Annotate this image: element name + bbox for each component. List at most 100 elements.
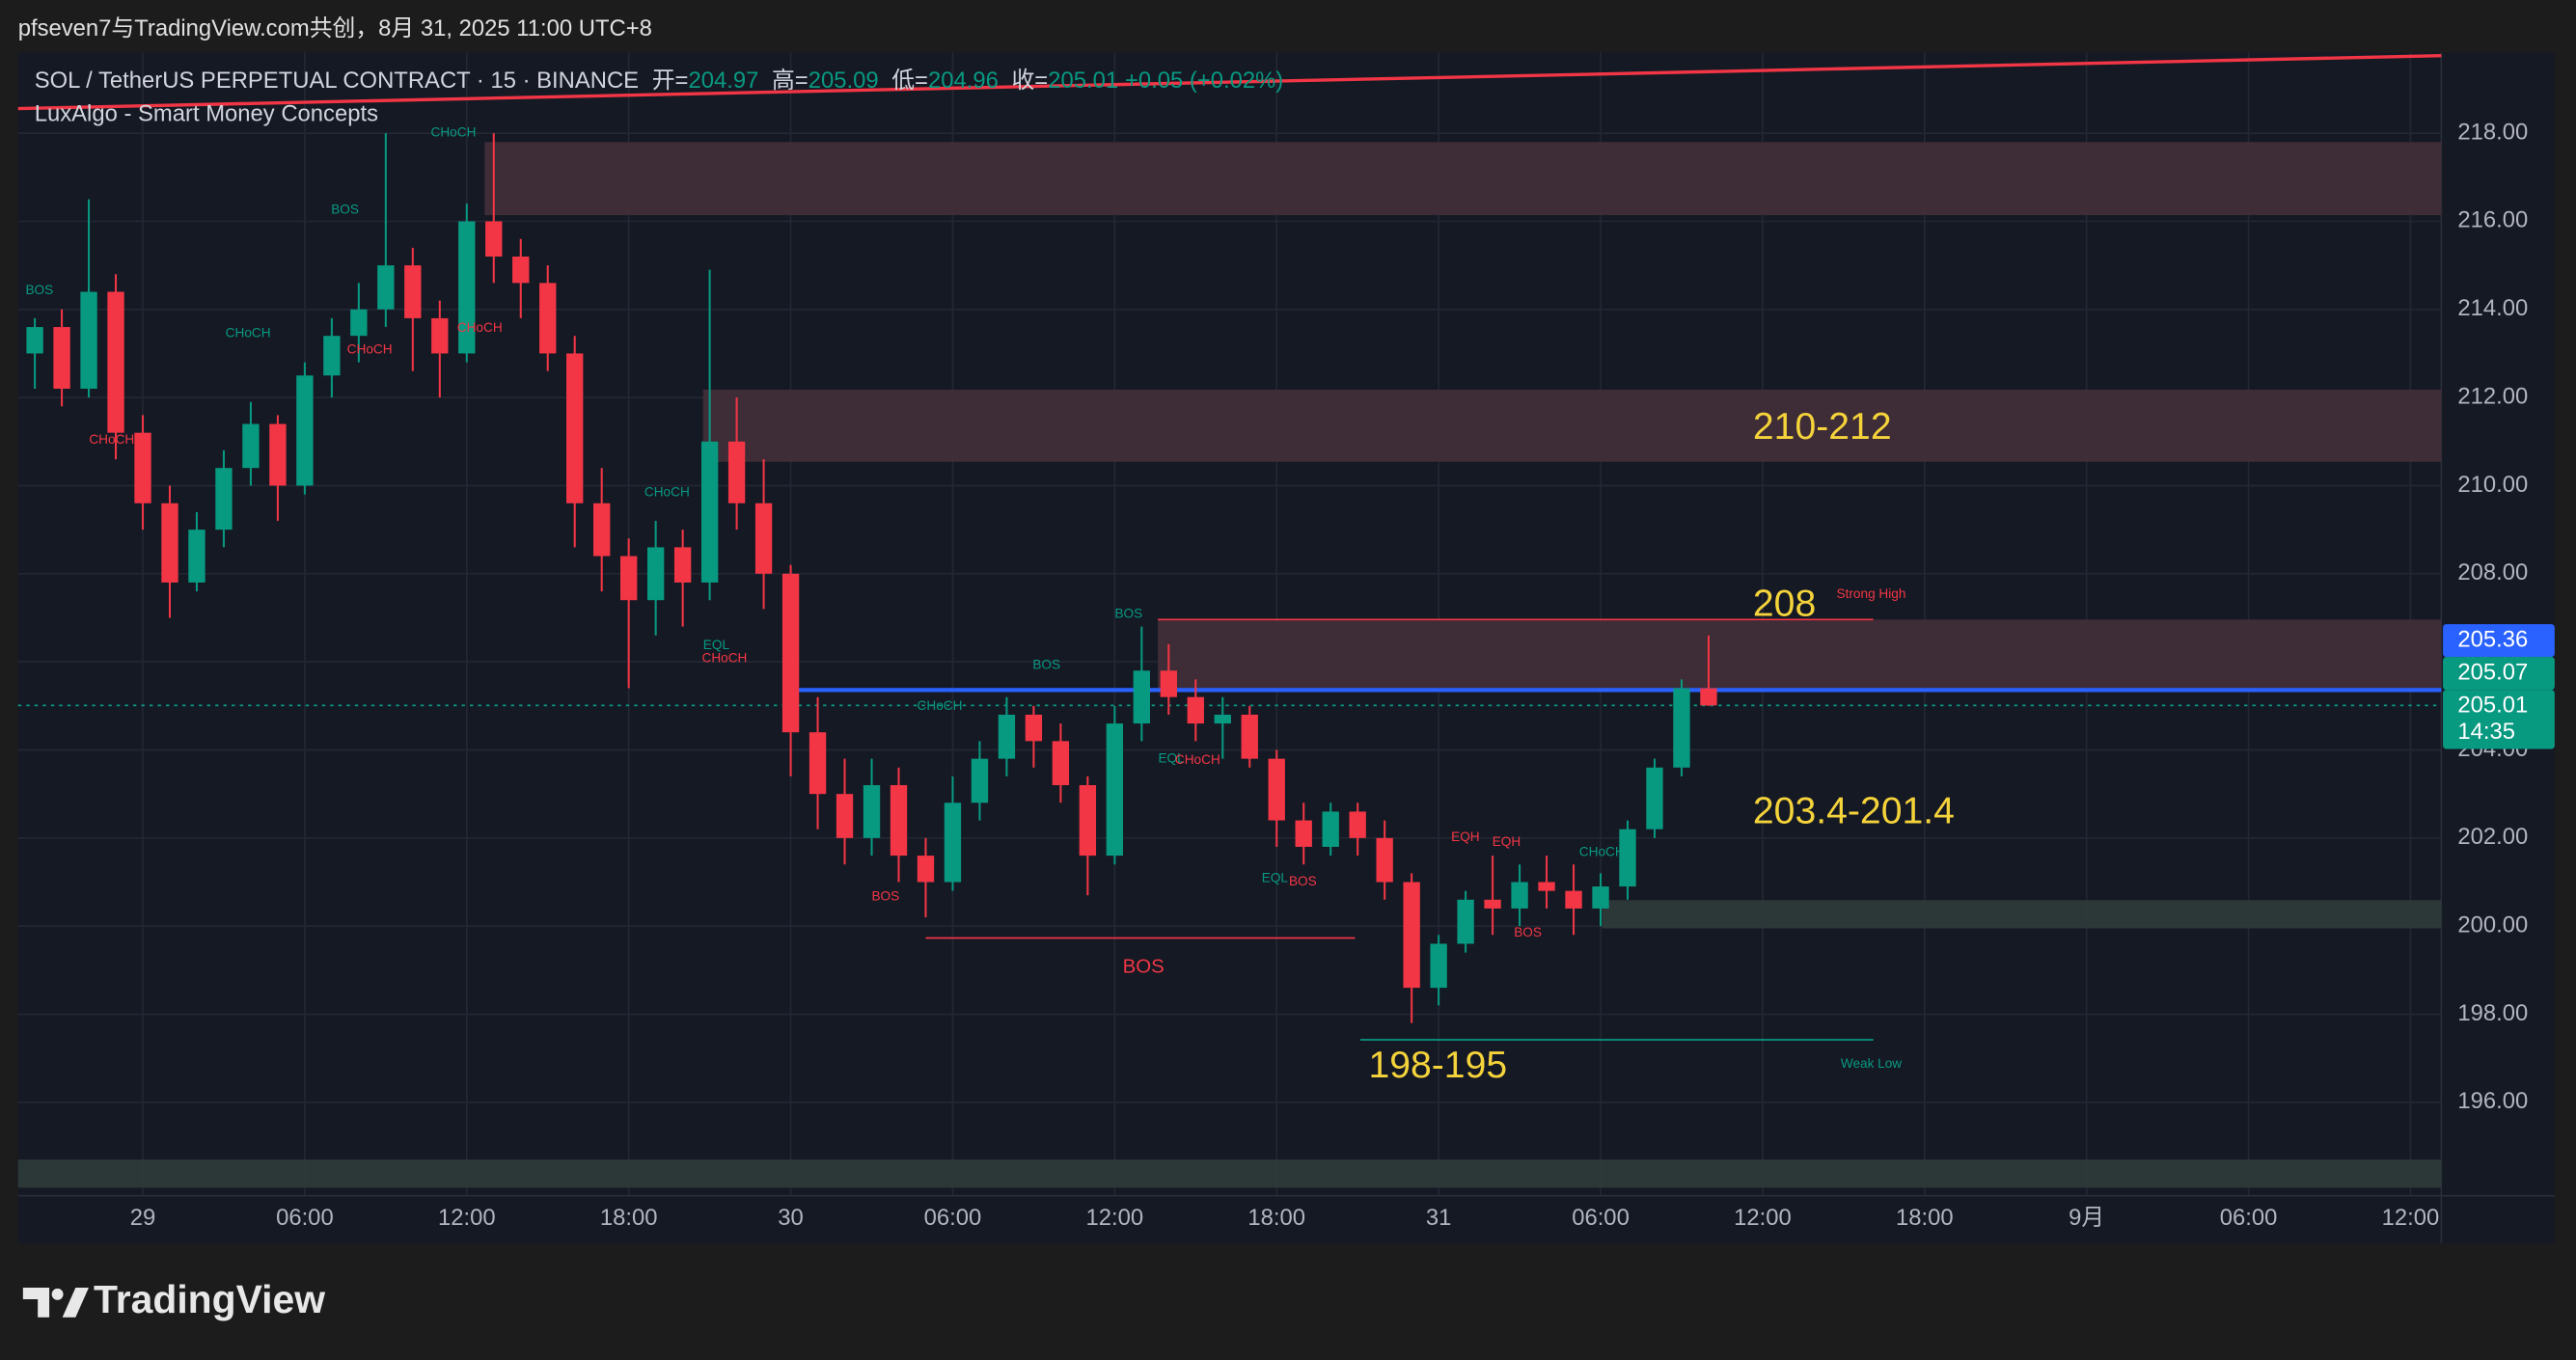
x-tick-label: 18:00 — [600, 1205, 658, 1231]
y-tick-label: 202.00 — [2457, 824, 2528, 850]
price-badge — [2443, 690, 2555, 749]
smc-label: CHoCH — [89, 432, 134, 447]
logo-mark — [62, 1288, 89, 1318]
candle-body — [1214, 714, 1231, 724]
ohlc-key: 低= — [891, 68, 928, 94]
candle-body — [890, 785, 908, 857]
candle-body — [727, 441, 746, 503]
smc-label: CHoCH — [457, 320, 503, 335]
logo-mark — [51, 1288, 64, 1300]
x-tick-label: 9月 — [2069, 1205, 2104, 1231]
candle-body — [1430, 943, 1447, 989]
smc-label: BOS — [1032, 657, 1060, 671]
ohlc-key: 收= — [1011, 68, 1048, 94]
candle-body — [134, 432, 151, 503]
smc-label: BOS — [1289, 874, 1317, 888]
candle-body — [1619, 829, 1636, 887]
y-tick-label: 198.00 — [2457, 1000, 2528, 1026]
y-tick-label: 208.00 — [2457, 559, 2528, 585]
y-tick-label: 196.00 — [2457, 1088, 2528, 1114]
x-tick-label: 06:00 — [2220, 1205, 2278, 1231]
x-tick-label: 06:00 — [276, 1205, 334, 1231]
candle-body — [80, 291, 97, 389]
smc-label: CHoCH — [1579, 844, 1625, 858]
ohlc-value: 204.97 — [688, 68, 758, 94]
candle-body — [485, 221, 503, 257]
smc-label: BOS — [871, 888, 899, 903]
smc-label: Strong High — [1837, 586, 1906, 601]
x-tick-label: 18:00 — [1247, 1205, 1305, 1231]
candle-body — [377, 265, 395, 310]
smc-label: CHoCH — [918, 698, 963, 713]
candle-body — [620, 556, 638, 601]
y-tick-label: 218.00 — [2457, 119, 2528, 145]
candle-body — [917, 856, 935, 883]
symbol: SOL / TetherUS PERPETUAL CONTRACT · 15 ·… — [35, 68, 639, 94]
annotation: 203.4-201.4 — [1753, 790, 1955, 831]
candle-body — [512, 256, 530, 284]
zone — [702, 389, 2442, 462]
x-tick-label: 06:00 — [924, 1205, 982, 1231]
smc-label: EQL — [1262, 871, 1289, 885]
candle-body — [1241, 714, 1258, 759]
x-tick-label: 29 — [130, 1205, 156, 1231]
candle-body — [1295, 820, 1312, 847]
candle-body — [646, 547, 665, 601]
ohlc-value: 205.09 — [808, 68, 879, 94]
candle-body — [350, 309, 368, 337]
annotation: 198-195 — [1368, 1045, 1507, 1086]
candle-body — [754, 503, 773, 574]
smc-label: BOS — [1514, 925, 1542, 939]
ohlc-value: 204.96 — [928, 68, 999, 94]
candle-body — [1376, 837, 1393, 883]
x-tick-label: 12:00 — [1086, 1205, 1144, 1231]
candle-body — [1349, 811, 1366, 838]
candle-body — [1322, 811, 1339, 847]
x-tick-label: 31 — [1426, 1205, 1452, 1231]
candle-body — [1565, 890, 1582, 909]
y-tick-label: 216.00 — [2457, 207, 2528, 233]
legend-line: SOL / TetherUS PERPETUAL CONTRACT · 15 ·… — [35, 68, 1283, 94]
smc-label: CHoCH — [701, 650, 747, 665]
smc-label: CHoCH — [226, 325, 271, 340]
candle-body — [998, 714, 1016, 759]
zone — [484, 142, 2442, 216]
logo: TradingView — [22, 1277, 325, 1321]
zone — [1158, 619, 2442, 691]
candle-body — [1133, 670, 1151, 724]
countdown: 14:35 — [2457, 719, 2515, 745]
candle-body — [269, 423, 287, 486]
candle-body — [1484, 899, 1501, 909]
candle-body — [566, 353, 584, 503]
candle-body — [971, 758, 989, 803]
candle-body — [1160, 670, 1177, 697]
x-tick-label: 12:00 — [1734, 1205, 1792, 1231]
smc-label: BOS — [1123, 956, 1165, 977]
footer-brand: TradingView — [94, 1277, 325, 1321]
legend: SOL / TetherUS PERPETUAL CONTRACT · 15 ·… — [35, 68, 1283, 126]
candle-body — [53, 327, 70, 389]
smc-label: EQH — [1451, 830, 1480, 844]
smc-label: CHoCH — [347, 341, 393, 356]
ohlc-value: 205.01 — [1048, 68, 1118, 94]
candle-body — [1673, 688, 1690, 768]
y-tick-label: 214.00 — [2457, 295, 2528, 321]
zone — [1602, 900, 2442, 929]
candle-body — [215, 468, 233, 530]
candle-body — [593, 503, 611, 557]
smc-label: CHoCH — [431, 125, 477, 140]
candle-body — [1538, 882, 1555, 891]
header: pfseven7与TradingView.com共创，8月 31, 2025 1… — [18, 15, 652, 41]
candle-body — [188, 530, 206, 583]
annotation: 210-212 — [1753, 406, 1892, 448]
price-badge-label: 205.36 — [2457, 626, 2528, 652]
candle-body — [1187, 696, 1204, 724]
candle-body — [107, 291, 124, 433]
ohlc-key: 高= — [772, 68, 808, 94]
ohlc-key: 开= — [652, 68, 689, 94]
x-tick-label: 12:00 — [438, 1205, 496, 1231]
candle-body — [1457, 899, 1474, 944]
change: +0.05 (+0.02%) — [1125, 68, 1283, 94]
